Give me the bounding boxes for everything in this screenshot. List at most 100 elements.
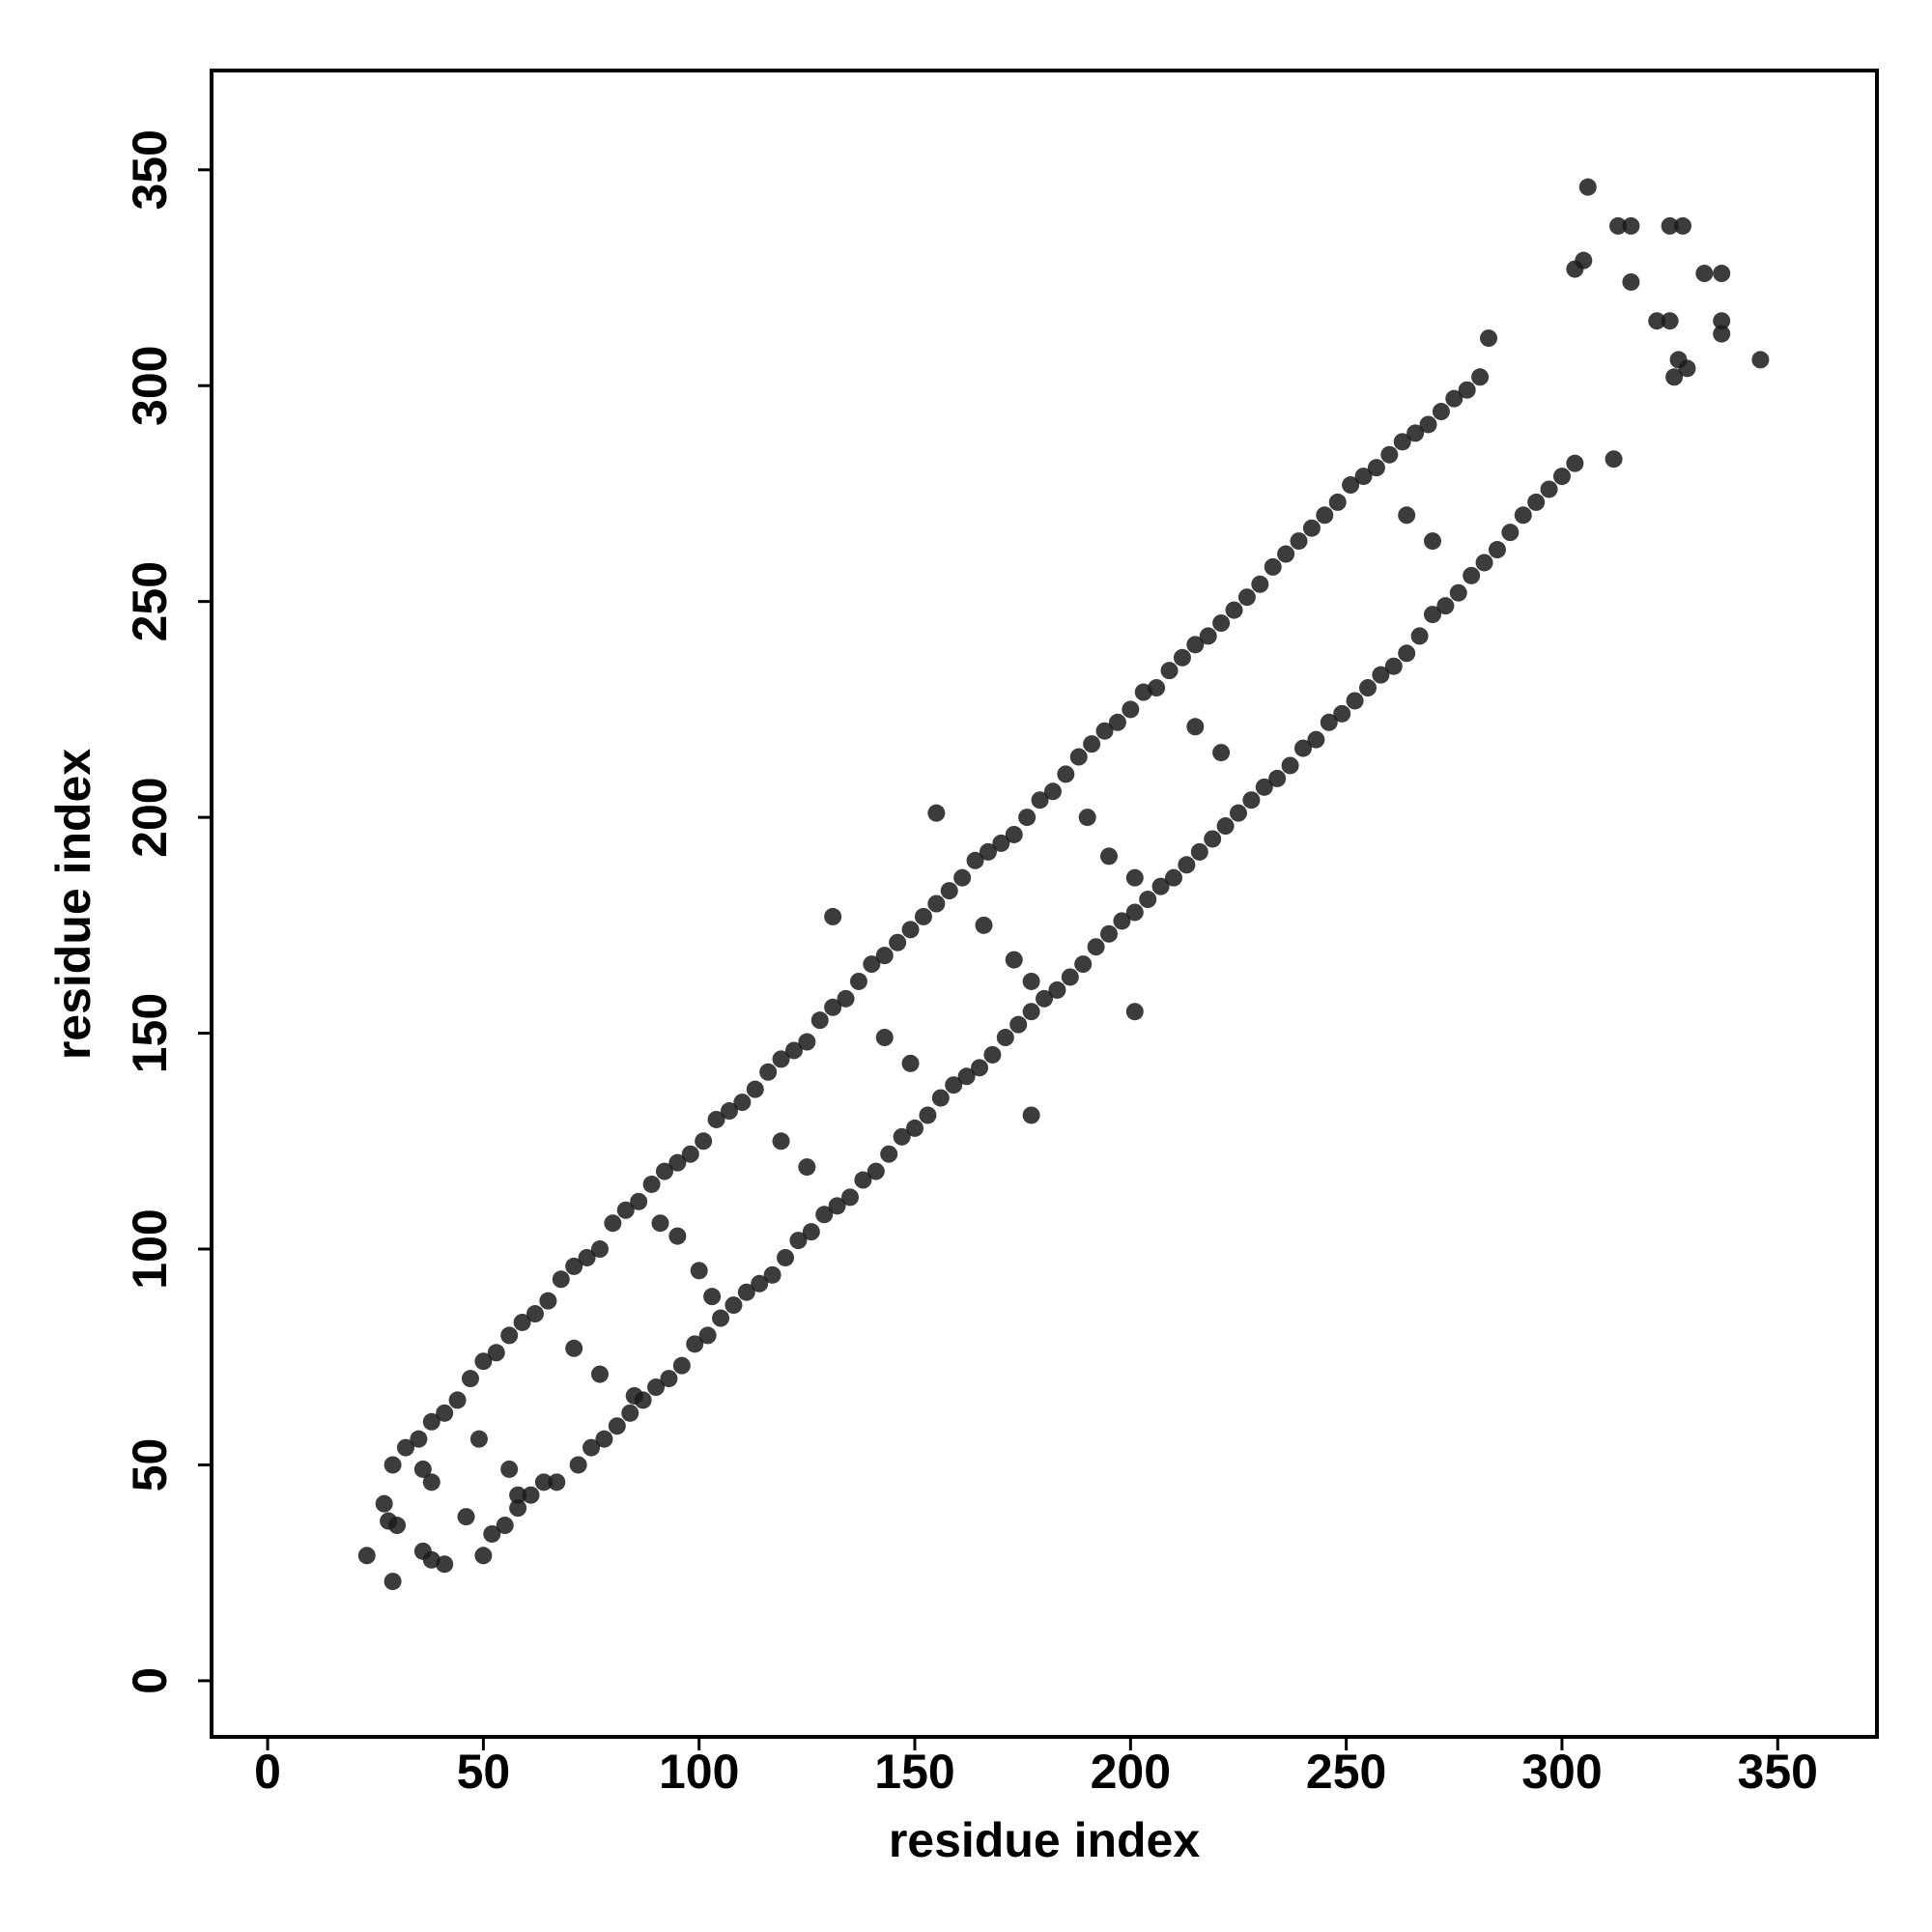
point — [837, 989, 855, 1008]
point — [1229, 804, 1247, 822]
point — [625, 1386, 643, 1405]
point — [1695, 265, 1714, 283]
point — [1398, 506, 1416, 525]
point — [422, 1412, 440, 1431]
point — [1293, 739, 1312, 757]
point — [1005, 825, 1023, 843]
point — [1605, 450, 1623, 469]
point — [1713, 312, 1731, 330]
point — [1713, 325, 1731, 343]
x-tick-label: 350 — [1738, 1745, 1818, 1799]
point — [712, 1309, 730, 1327]
point — [1471, 368, 1490, 386]
y-tick-label: 250 — [123, 561, 177, 641]
x-tick-label: 0 — [254, 1745, 281, 1799]
point — [875, 947, 894, 965]
point — [660, 1370, 678, 1388]
point — [642, 1175, 661, 1193]
x-tick-label: 150 — [874, 1745, 954, 1799]
point — [1122, 700, 1140, 719]
point — [1151, 877, 1170, 895]
point — [1164, 868, 1182, 887]
y-tick-label: 50 — [123, 1438, 177, 1492]
point — [1277, 545, 1295, 563]
point — [1216, 817, 1235, 836]
point — [1475, 554, 1493, 572]
point — [1125, 1003, 1144, 1021]
point — [1384, 657, 1403, 675]
point — [1346, 692, 1364, 710]
point — [1578, 178, 1597, 196]
point — [906, 1119, 924, 1137]
point — [1674, 216, 1692, 235]
point — [604, 1214, 622, 1233]
point — [384, 1573, 402, 1591]
point — [824, 907, 842, 925]
point — [422, 1473, 440, 1492]
point — [526, 1305, 544, 1323]
point — [1316, 506, 1334, 525]
point — [1380, 445, 1399, 464]
point — [1419, 415, 1437, 434]
point — [1566, 454, 1584, 472]
point — [1713, 265, 1731, 283]
point — [1320, 713, 1338, 731]
point — [513, 1313, 531, 1331]
point — [1423, 532, 1441, 551]
point — [1307, 730, 1325, 749]
point — [1302, 519, 1321, 537]
point — [751, 1274, 769, 1293]
point — [469, 1430, 488, 1448]
point — [1609, 216, 1628, 235]
x-tick-label: 200 — [1091, 1745, 1171, 1799]
point — [539, 1292, 557, 1310]
point — [1432, 403, 1450, 421]
point — [357, 1547, 376, 1565]
point — [867, 1162, 885, 1180]
point — [901, 921, 920, 939]
point — [889, 933, 907, 952]
point — [1290, 532, 1308, 551]
point — [1048, 980, 1066, 999]
point — [1552, 468, 1571, 486]
point — [927, 895, 946, 913]
point — [707, 1110, 725, 1128]
point — [1367, 459, 1385, 477]
point — [1501, 524, 1520, 542]
point — [880, 1145, 898, 1163]
y-tick-label: 150 — [123, 993, 177, 1073]
point — [590, 1240, 609, 1259]
point — [1204, 830, 1222, 848]
point — [1199, 627, 1217, 645]
point — [1018, 809, 1037, 827]
point — [698, 1326, 717, 1345]
point — [1043, 782, 1062, 801]
point — [1255, 778, 1273, 796]
y-axis-label: residue index — [46, 749, 100, 1061]
point — [1398, 644, 1416, 663]
point — [966, 851, 984, 869]
point — [1251, 575, 1269, 593]
point — [621, 1404, 639, 1422]
point — [1148, 679, 1166, 697]
point — [992, 834, 1010, 852]
point — [681, 1145, 699, 1163]
point — [1358, 679, 1377, 697]
point — [396, 1438, 414, 1457]
point — [1005, 951, 1023, 969]
point — [1622, 272, 1640, 291]
point — [500, 1460, 519, 1478]
point — [802, 1223, 820, 1241]
point — [1514, 506, 1532, 525]
point — [578, 1248, 596, 1266]
point — [668, 1227, 687, 1245]
point — [1648, 312, 1666, 330]
point — [746, 1080, 764, 1098]
y-tick-label: 350 — [123, 129, 177, 210]
point — [565, 1339, 583, 1357]
point — [737, 1283, 755, 1301]
point — [565, 1257, 583, 1275]
point — [1078, 809, 1096, 827]
point — [1125, 903, 1144, 922]
point — [483, 1524, 501, 1543]
